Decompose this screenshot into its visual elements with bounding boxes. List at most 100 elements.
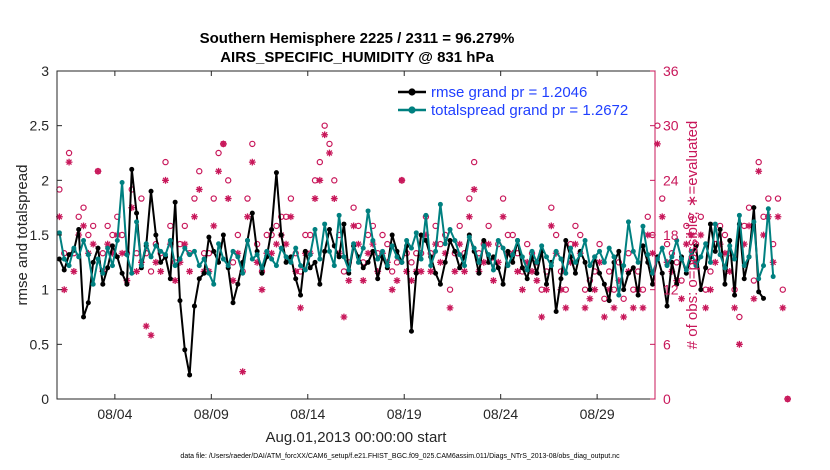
totalspread-point: [249, 256, 255, 262]
rmse-point: [360, 265, 366, 271]
obs-evaluated-point: [268, 249, 276, 257]
rmse-point: [640, 243, 646, 249]
obs-evaluated-point: [514, 268, 521, 275]
legend-rmse-text: rmse grand pr = 1.2046: [431, 84, 587, 101]
rmse-point: [66, 252, 72, 258]
obs-possible-point: [548, 204, 555, 211]
obs-evaluated-point: [774, 213, 782, 221]
rmse-point: [601, 281, 607, 287]
totalspread-point: [548, 263, 554, 269]
rmse-point: [341, 221, 347, 227]
totalspread-point: [240, 270, 246, 276]
obs-evaluated-point: [359, 277, 367, 284]
obs-possible-point: [181, 222, 188, 230]
rmse-point: [712, 248, 718, 254]
x-axis-label: Aug.01,2013 00:00:00 start: [266, 429, 448, 446]
obs-evaluated-point: [94, 167, 102, 175]
rmse-point: [129, 166, 135, 172]
obs-evaluated-point: [779, 304, 787, 312]
obs-evaluated-point: [89, 240, 97, 248]
obs-evaluated-point: [350, 222, 357, 230]
x-tick-label: 08/04: [97, 406, 132, 422]
totalspread-point: [163, 252, 169, 258]
obs-evaluated-point: [60, 286, 68, 294]
totalspread-point: [90, 281, 96, 287]
obs-evaluated-point: [678, 295, 685, 303]
rmse-point: [109, 243, 115, 249]
totalspread-point: [196, 263, 202, 269]
rmse-point: [177, 298, 183, 304]
obs-possible-point: [765, 195, 772, 202]
rmse-point: [196, 276, 202, 282]
totalspread-point: [563, 270, 569, 276]
totalspread-point: [312, 227, 318, 233]
obs-possible-point: [745, 204, 753, 211]
obs-evaluated-point: [408, 277, 415, 284]
y-right-tick-label: 6: [663, 336, 671, 352]
rmse-point: [235, 281, 241, 287]
obs-possible-point: [316, 158, 324, 166]
rmse-point: [587, 287, 593, 293]
rmse-point: [452, 248, 458, 254]
obs-possible-point: [552, 231, 560, 239]
totalspread-point: [698, 254, 704, 260]
rmse-point: [278, 232, 284, 238]
rmse-point: [664, 303, 670, 309]
rmse-point: [134, 210, 140, 216]
totalspread-point: [543, 254, 549, 260]
obs-evaluated-point: [523, 258, 531, 266]
rmse-point: [703, 265, 709, 271]
rmse-point: [524, 276, 530, 282]
rmse-point: [375, 276, 381, 282]
totalspread-point: [317, 256, 323, 262]
rmse-point: [442, 259, 448, 265]
rmse-point: [505, 248, 511, 254]
totalspread-point: [481, 243, 487, 249]
obs-evaluated-point: [470, 186, 478, 193]
totalspread-point: [66, 263, 72, 269]
totalspread-point: [302, 267, 308, 273]
y-right-tick-label: 24: [663, 172, 679, 188]
obs-evaluated-point: [581, 304, 589, 312]
obs-evaluated-point: [224, 195, 232, 202]
obs-possible-point: [408, 259, 415, 266]
rmse-point: [283, 259, 289, 265]
totalspread-point: [534, 259, 540, 265]
obs-evaluated-point: [80, 222, 87, 230]
obs-evaluated-point: [311, 195, 319, 202]
totalspread-point: [61, 256, 67, 262]
obs-possible-point: [331, 177, 338, 184]
y-tick-label: 1.5: [30, 227, 50, 243]
totalspread-point: [259, 265, 265, 271]
obs-possible-point: [470, 158, 478, 166]
rmse-point: [81, 314, 87, 320]
totalspread-point: [191, 248, 197, 254]
obs-evaluated-point: [345, 277, 353, 284]
rmse-point: [659, 270, 665, 276]
rmse-point: [100, 281, 106, 287]
obs-evaluated-point: [456, 240, 464, 248]
obs-evaluated-point: [610, 304, 618, 312]
obs-evaluated-point: [745, 222, 753, 230]
rmse-point: [370, 248, 376, 254]
obs-evaluated-point: [316, 176, 324, 184]
totalspread-point: [389, 243, 395, 249]
obs-possible-point: [644, 213, 651, 220]
totalspread-point: [124, 252, 130, 258]
rmse-point: [336, 254, 342, 260]
obs-possible-point: [321, 122, 328, 129]
obs-evaluated-point: [355, 240, 362, 248]
obs-possible-point: [673, 259, 680, 266]
y-tick-label: 2.5: [30, 118, 50, 134]
obs-possible-point: [659, 195, 666, 202]
rmse-point: [269, 227, 275, 233]
obs-possible-point: [340, 268, 348, 275]
y-tick-label: 2: [41, 172, 49, 188]
y-tick-label: 1: [41, 282, 49, 298]
rmse-point: [56, 256, 62, 262]
rmse-point: [630, 265, 636, 271]
totalspread-point: [510, 252, 516, 258]
obs-evaluated-point: [649, 249, 656, 257]
y-axis-label: rmse and totalspread: [14, 165, 31, 306]
totalspread-point: [404, 237, 410, 243]
